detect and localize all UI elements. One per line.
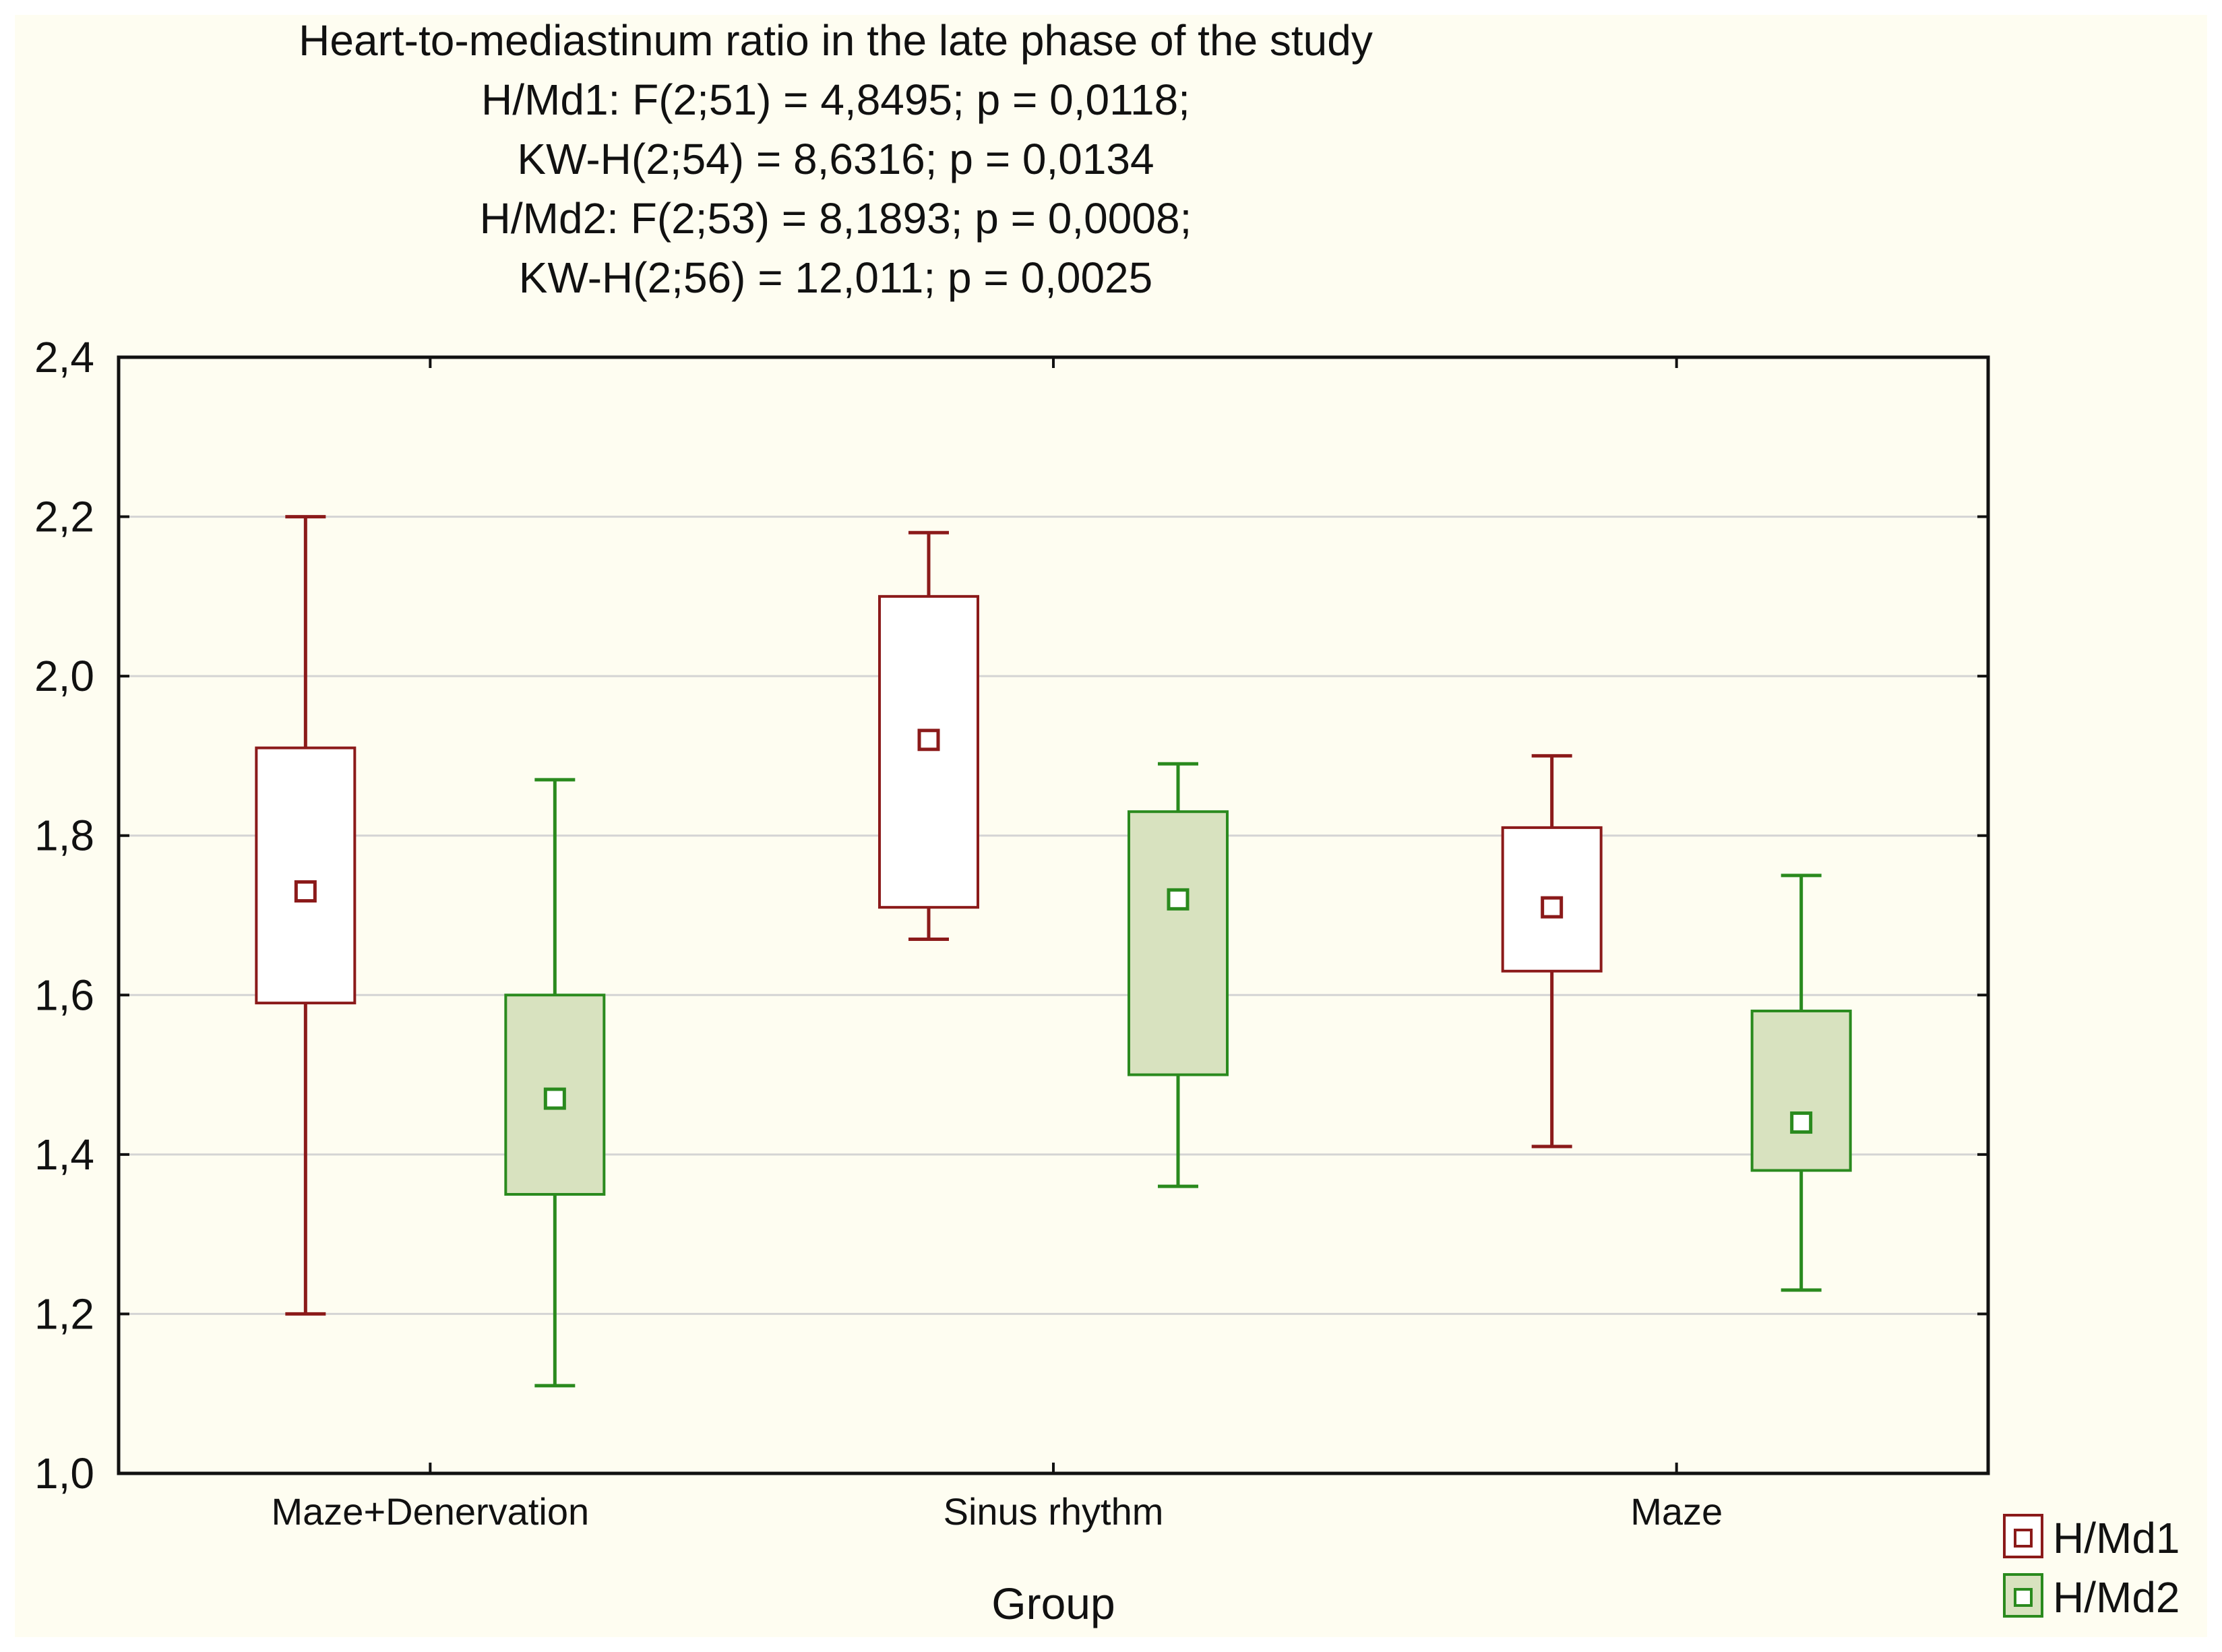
chart-title-stat-line: KW-H(2;56) = 12,011; p = 0,0025 bbox=[519, 253, 1152, 302]
x-axis-label: Group bbox=[991, 1579, 1115, 1628]
center-marker bbox=[543, 1087, 566, 1110]
box-body bbox=[1128, 810, 1229, 1076]
x-tick-label: Maze bbox=[1630, 1490, 1723, 1533]
y-tick-label: 1,0 bbox=[34, 1449, 94, 1498]
center-marker bbox=[1541, 896, 1564, 919]
legend-marker bbox=[2014, 1588, 2033, 1607]
box-series bbox=[255, 515, 1852, 1388]
y-tick-label: 1,8 bbox=[34, 812, 94, 860]
box-h-md1 bbox=[1501, 754, 1603, 1149]
box-h-md2 bbox=[1750, 874, 1852, 1292]
box-body bbox=[878, 594, 979, 909]
chart-panel bbox=[15, 15, 2207, 1637]
box-h-md2 bbox=[1128, 762, 1229, 1188]
box-h-md1 bbox=[255, 515, 357, 1316]
y-tick-label: 2,4 bbox=[34, 333, 94, 381]
axes: 1,0 1,2 1,4 1,6 1,8 2,0 2,2 2,4 Maze+Denervation… bbox=[34, 333, 1990, 1628]
center-marker bbox=[294, 880, 317, 903]
chart-title-stat-line: H/Md2: F(2;53) = 8,1893; p = 0,0008; bbox=[480, 194, 1192, 243]
chart-title: Heart-to-mediastinum ratio in the late p… bbox=[299, 16, 1373, 302]
x-tick-label: Maze+Denervation bbox=[272, 1490, 590, 1533]
plot-frame bbox=[117, 355, 1990, 1475]
y-tick-label: 2,0 bbox=[34, 652, 94, 700]
grid-lines bbox=[119, 516, 1988, 1315]
box-body bbox=[255, 746, 357, 1005]
chart-title-main: Heart-to-mediastinum ratio in the late p… bbox=[299, 16, 1373, 65]
center-marker bbox=[1790, 1111, 1813, 1134]
box-body bbox=[1750, 1009, 1852, 1172]
y-tick-label: 2,2 bbox=[34, 493, 94, 541]
legend-label: H/Md2 bbox=[2053, 1573, 2180, 1622]
box-h-md2 bbox=[504, 778, 606, 1388]
chart-title-stat-line: H/Md1: F(2;51) = 4,8495; p = 0,0118; bbox=[481, 75, 1190, 124]
legend: H/Md1 H/Md2 bbox=[2003, 1514, 2180, 1622]
legend-swatch bbox=[2003, 1573, 2043, 1618]
y-tick-label: 1,4 bbox=[34, 1130, 94, 1179]
legend-label: H/Md1 bbox=[2053, 1514, 2180, 1562]
legend-swatch bbox=[2003, 1514, 2043, 1558]
center-marker bbox=[1167, 888, 1190, 911]
y-tick-label: 1,6 bbox=[34, 971, 94, 1019]
x-tick-label: Sinus rhythm bbox=[944, 1490, 1164, 1533]
box-h-md1 bbox=[878, 530, 979, 941]
center-marker bbox=[917, 729, 940, 752]
y-tick-label: 1,2 bbox=[34, 1289, 94, 1338]
legend-marker bbox=[2014, 1529, 2033, 1548]
chart-title-stat-line: KW-H(2;54) = 8,6316; p = 0,0134 bbox=[517, 135, 1154, 183]
